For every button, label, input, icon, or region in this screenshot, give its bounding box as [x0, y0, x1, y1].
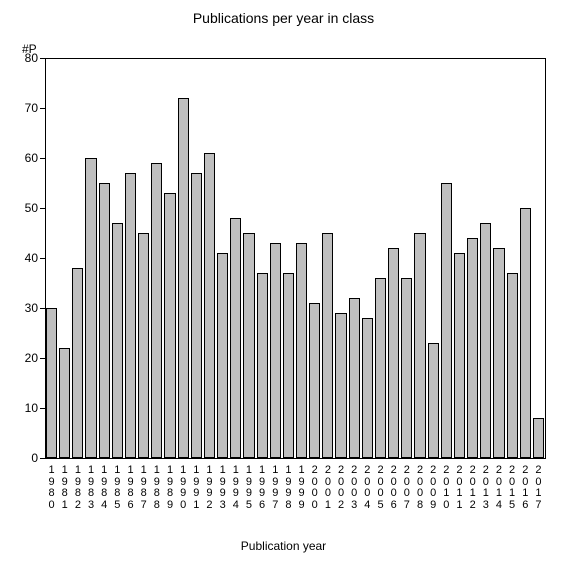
x-tick-label: 2006	[388, 465, 400, 511]
x-tick-label: 2010	[440, 465, 452, 511]
x-tick-label: 1989	[164, 465, 176, 511]
x-tick-label: 1995	[243, 465, 255, 511]
bar	[72, 268, 83, 458]
bar	[270, 243, 281, 458]
bar	[59, 348, 70, 458]
x-tick-label: 1985	[111, 465, 123, 511]
y-tick-label: 80	[10, 51, 38, 65]
x-tick-label: 2011	[453, 465, 465, 511]
bar	[138, 233, 149, 458]
x-tick-label: 1993	[217, 465, 229, 511]
x-tick-label: 1987	[138, 465, 150, 511]
bar	[480, 223, 491, 458]
x-tick-label: 2013	[480, 465, 492, 511]
x-tick-label: 1998	[282, 465, 294, 511]
bar	[322, 233, 333, 458]
x-tick-label: 2012	[467, 465, 479, 511]
bar	[164, 193, 175, 458]
bar	[335, 313, 346, 458]
x-tick-label: 1988	[151, 465, 163, 511]
y-tick-label: 50	[10, 201, 38, 215]
x-tick-label: 2008	[414, 465, 426, 511]
bar	[388, 248, 399, 458]
bar	[151, 163, 162, 458]
bar	[204, 153, 215, 458]
x-tick-label: 2001	[322, 465, 334, 511]
bar	[46, 308, 57, 458]
x-tick-label: 2002	[335, 465, 347, 511]
x-tick-label: 1982	[72, 465, 84, 511]
x-tick-label: 2005	[375, 465, 387, 511]
bar	[283, 273, 294, 458]
bar	[428, 343, 439, 458]
y-tick-label: 70	[10, 101, 38, 115]
x-tick-label: 2016	[519, 465, 531, 511]
bar	[533, 418, 544, 458]
x-axis-title: Publication year	[0, 539, 567, 553]
bar	[191, 173, 202, 458]
bar	[401, 278, 412, 458]
x-tick-label: 2004	[361, 465, 373, 511]
x-tick-label: 2017	[532, 465, 544, 511]
y-tick-label: 10	[10, 401, 38, 415]
x-tick-label: 1992	[203, 465, 215, 511]
x-tick-label: 1999	[296, 465, 308, 511]
bar-series	[45, 58, 545, 458]
x-tick-label: 1996	[256, 465, 268, 511]
chart-title: Publications per year in class	[0, 10, 567, 26]
bar	[309, 303, 320, 458]
y-tick	[40, 458, 45, 459]
bar	[414, 233, 425, 458]
x-tick-label: 1983	[85, 465, 97, 511]
bar	[375, 278, 386, 458]
bar	[243, 233, 254, 458]
y-tick-label: 60	[10, 151, 38, 165]
x-tick-label: 2003	[348, 465, 360, 511]
x-tick-label: 2009	[427, 465, 439, 511]
x-tick-label: 1981	[59, 465, 71, 511]
bar	[230, 218, 241, 458]
x-tick-label: 1984	[98, 465, 110, 511]
x-tick-label: 2007	[401, 465, 413, 511]
y-tick-label: 0	[10, 451, 38, 465]
x-tick-label: 2000	[309, 465, 321, 511]
bar	[99, 183, 110, 458]
x-tick-label: 1980	[46, 465, 58, 511]
bar	[349, 298, 360, 458]
bar	[454, 253, 465, 458]
bar	[296, 243, 307, 458]
x-tick-label: 2014	[493, 465, 505, 511]
x-tick-label: 1990	[177, 465, 189, 511]
bar	[125, 173, 136, 458]
bar	[257, 273, 268, 458]
bar	[441, 183, 452, 458]
bar	[520, 208, 531, 458]
bar	[493, 248, 504, 458]
x-tick-label: 1986	[125, 465, 137, 511]
bar	[217, 253, 228, 458]
bar	[467, 238, 478, 458]
bar	[112, 223, 123, 458]
x-tick-label: 1994	[230, 465, 242, 511]
y-tick-label: 20	[10, 351, 38, 365]
y-tick-label: 40	[10, 251, 38, 265]
bar	[362, 318, 373, 458]
bar	[85, 158, 96, 458]
chart-container: Publications per year in class #P 010203…	[0, 0, 567, 567]
bar	[507, 273, 518, 458]
x-tick-label: 1991	[190, 465, 202, 511]
x-tick-label: 2015	[506, 465, 518, 511]
bar	[178, 98, 189, 458]
y-tick-label: 30	[10, 301, 38, 315]
x-tick-label: 1997	[269, 465, 281, 511]
